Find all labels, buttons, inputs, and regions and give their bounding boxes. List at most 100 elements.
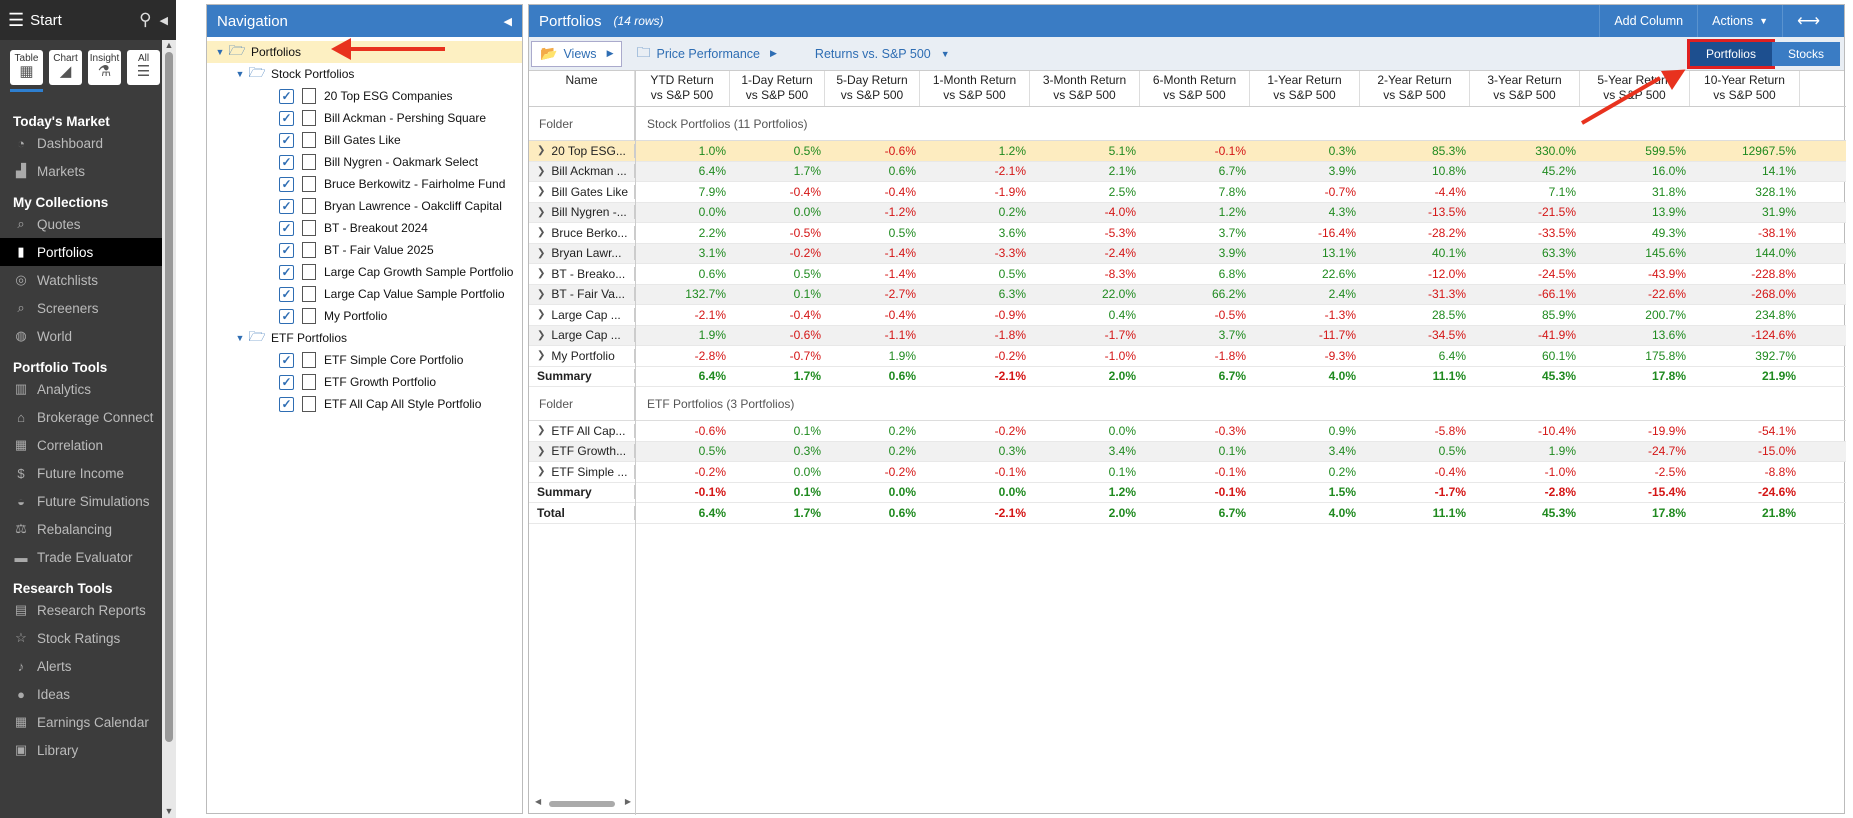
scroll-down-icon[interactable]: ▼: [164, 806, 174, 816]
table-row[interactable]: ❯ BT - Fair Va... 132.7% 0.1% -2.7% 6.3% 22.0%…: [529, 284, 1846, 305]
checkbox-checked[interactable]: ✓: [279, 198, 294, 214]
row-name-cell[interactable]: ❯ BT - Fair Va...: [529, 287, 635, 302]
chevron-right-icon[interactable]: ❯: [537, 309, 546, 321]
sidebar-item-library[interactable]: ▣ Library: [0, 736, 176, 764]
checkbox-checked[interactable]: ✓: [279, 132, 294, 148]
checkbox-checked[interactable]: ✓: [279, 110, 294, 126]
row-name-cell[interactable]: ❯ Bill Ackman ...: [529, 164, 635, 179]
tree-portfolio-item[interactable]: ✓ Bill Gates Like: [207, 129, 522, 151]
chevron-right-icon[interactable]: ❯: [537, 466, 546, 478]
checkbox-checked[interactable]: ✓: [279, 154, 294, 170]
column-header[interactable]: Name: [529, 71, 635, 106]
sidebar-item-alerts[interactable]: ♪ Alerts: [0, 652, 176, 680]
tree-portfolio-item[interactable]: ✓ My Portfolio: [207, 305, 522, 327]
expand-triangle-icon[interactable]: ▼: [215, 47, 225, 57]
sidebar-item-brokerage-connect[interactable]: ⌂ Brokerage Connect: [0, 403, 176, 431]
sidebar-item-research-reports[interactable]: ▤ Research Reports: [0, 596, 176, 624]
tree-portfolio-item[interactable]: ✓ Large Cap Value Sample Portfolio: [207, 283, 522, 305]
checkbox-checked[interactable]: ✓: [279, 352, 294, 368]
row-name-cell[interactable]: Total: [529, 505, 635, 520]
column-header[interactable]: 2-Year Return vs S&P 500: [1360, 71, 1470, 106]
chevron-right-icon[interactable]: ❯: [537, 165, 546, 177]
row-name-cell[interactable]: ❯ ETF All Cap...: [529, 423, 635, 438]
checkbox-checked[interactable]: ✓: [279, 308, 294, 324]
table-row[interactable]: ❯ My Portfolio -2.8% -0.7% 1.9% -0.2% -1.0% -1.…: [529, 346, 1846, 367]
sidebar-item-correlation[interactable]: ▦ Correlation: [0, 431, 176, 459]
checkbox-checked[interactable]: ✓: [279, 396, 294, 412]
sidebar-item-analytics[interactable]: ▥ Analytics: [0, 375, 176, 403]
expand-triangle-icon[interactable]: ▼: [235, 69, 245, 79]
sidebar-item-quotes[interactable]: ⌕ Quotes: [0, 210, 176, 238]
tree-folder[interactable]: ▼ 🗁 Stock Portfolios: [207, 63, 522, 85]
checkbox-checked[interactable]: ✓: [279, 286, 294, 302]
sidebar-item-future-income[interactable]: $ Future Income: [0, 459, 176, 487]
sidebar-scrollbar[interactable]: ▲ ▼: [162, 40, 176, 818]
view-table-button[interactable]: Table ▦: [10, 50, 43, 85]
view-all-button[interactable]: All ☰: [127, 50, 160, 85]
tree-portfolio-item[interactable]: ✓ Large Cap Growth Sample Portfolio: [207, 261, 522, 283]
table-row[interactable]: ❯ 20 Top ESG... 1.0% 0.5% -0.6% 1.2% 5.1% -0.1%…: [529, 141, 1846, 162]
tree-portfolio-item[interactable]: ✓ Bill Nygren - Oakmark Select: [207, 151, 522, 173]
price-performance-dropdown[interactable]: 🗀 Price Performance ▶: [628, 41, 784, 67]
tree-root-portfolios[interactable]: ▼ 🗁 Portfolios: [207, 41, 522, 63]
portfolios-toggle-button[interactable]: Portfolios: [1686, 39, 1775, 69]
view-chart-button[interactable]: Chart ◢: [49, 50, 82, 85]
scroll-up-icon[interactable]: ▲: [164, 40, 174, 50]
checkbox-checked[interactable]: ✓: [279, 374, 294, 390]
expand-triangle-icon[interactable]: ▼: [235, 333, 245, 343]
sidebar-item-dashboard[interactable]: ◔ Dashboard: [0, 129, 176, 157]
column-header[interactable]: 10-Year Return vs S&P 500: [1690, 71, 1800, 106]
expand-width-icon[interactable]: ⟷: [1782, 5, 1834, 37]
row-name-cell[interactable]: Summary: [529, 485, 635, 500]
collapse-sidebar-icon[interactable]: ◀: [159, 14, 168, 27]
table-row[interactable]: ❯ Bryan Lawr... 3.1% -0.2% -1.4% -3.3% -2.4% 3.…: [529, 243, 1846, 264]
checkbox-checked[interactable]: ✓: [279, 220, 294, 236]
row-name-cell[interactable]: Summary: [529, 369, 635, 384]
table-row[interactable]: ❯ ETF Simple ... -0.2% 0.0% -0.2% -0.1% 0.1% -0…: [529, 462, 1846, 483]
table-row[interactable]: ❯ BT - Breako... 0.6% 0.5% -1.4% 0.5% -8.3% 6.8…: [529, 264, 1846, 285]
sidebar-item-trade-evaluator[interactable]: ▬ Trade Evaluator: [0, 543, 176, 571]
row-name-cell[interactable]: ❯ BT - Breako...: [529, 266, 635, 281]
row-name-cell[interactable]: ❯ Bruce Berko...: [529, 225, 635, 240]
table-row[interactable]: ❯ ETF Growth... 0.5% 0.3% 0.2% 0.3% 3.4% 0.1% 3.…: [529, 441, 1846, 462]
tree-folder[interactable]: ▼ 🗁 ETF Portfolios: [207, 327, 522, 349]
sidebar-item-future-simulations[interactable]: ◒ Future Simulations: [0, 487, 176, 515]
tree-portfolio-item[interactable]: ✓ 20 Top ESG Companies: [207, 85, 522, 107]
returns-dropdown[interactable]: Returns vs. S&P 500 ▼: [807, 41, 958, 67]
view-insight-button[interactable]: Insight ⚗: [88, 50, 121, 85]
column-header[interactable]: YTD Return vs S&P 500: [635, 71, 730, 106]
row-name-cell[interactable]: ❯ Bill Nygren -...: [529, 205, 635, 220]
row-name-cell[interactable]: ❯ Bryan Lawr...: [529, 246, 635, 261]
column-header[interactable]: 1-Day Return vs S&P 500: [730, 71, 825, 106]
row-name-cell[interactable]: ❯ My Portfolio: [529, 348, 635, 363]
row-name-cell[interactable]: ❯ Large Cap ...: [529, 307, 635, 322]
chevron-right-icon[interactable]: ❯: [537, 288, 546, 300]
sidebar-item-world[interactable]: ◍ World: [0, 322, 176, 350]
chevron-right-icon[interactable]: ❯: [537, 206, 546, 218]
table-row[interactable]: ❯ Large Cap ... 1.9% -0.6% -1.1% -1.8% -1.7% 3.…: [529, 325, 1846, 346]
summary-row[interactable]: Summary -0.1% 0.1% 0.0% 0.0% 1.2% -0.1% 1.5% -1.…: [529, 483, 1846, 503]
column-header[interactable]: 1-Month Return vs S&P 500: [920, 71, 1030, 106]
add-column-button[interactable]: Add Column: [1599, 5, 1697, 37]
search-icon[interactable]: ⚲: [139, 10, 152, 29]
sidebar-item-screeners[interactable]: ⌕ Screeners: [0, 294, 176, 322]
scroll-left-icon[interactable]: ◀: [535, 797, 542, 806]
grid-horizontal-scrollbar[interactable]: ◀ ▶: [535, 797, 631, 809]
row-name-cell[interactable]: ❯ 20 Top ESG...: [529, 143, 635, 158]
column-header[interactable]: 6-Month Return vs S&P 500: [1140, 71, 1250, 106]
sidebar-item-portfolios[interactable]: ▮ Portfolios: [0, 238, 176, 266]
sidebar-item-ideas[interactable]: ● Ideas: [0, 680, 176, 708]
row-name-cell[interactable]: ❯ Large Cap ...: [529, 328, 635, 343]
table-row[interactable]: ❯ Bill Gates Like 7.9% -0.4% -0.4% -1.9% 2.5% 7…: [529, 182, 1846, 203]
sidebar-item-markets[interactable]: ▟ Markets: [0, 157, 176, 185]
checkbox-checked[interactable]: ✓: [279, 176, 294, 192]
summary-row[interactable]: Total 6.4% 1.7% 0.6% -2.1% 2.0% 6.7% 4.0% 11.1% 4…: [529, 503, 1846, 524]
actions-button[interactable]: Actions ▼: [1697, 5, 1782, 37]
tree-portfolio-item[interactable]: ✓ ETF Simple Core Portfolio: [207, 349, 522, 371]
chevron-right-icon[interactable]: ❯: [537, 268, 546, 280]
chevron-right-icon[interactable]: ❯: [537, 227, 546, 239]
table-row[interactable]: ❯ Large Cap ... -2.1% -0.4% -0.4% -0.9% 0.4% -0…: [529, 305, 1846, 326]
chevron-right-icon[interactable]: ❯: [537, 445, 546, 457]
sidebar-item-earnings-calendar[interactable]: ▦ Earnings Calendar: [0, 708, 176, 736]
tree-portfolio-item[interactable]: ✓ ETF Growth Portfolio: [207, 371, 522, 393]
